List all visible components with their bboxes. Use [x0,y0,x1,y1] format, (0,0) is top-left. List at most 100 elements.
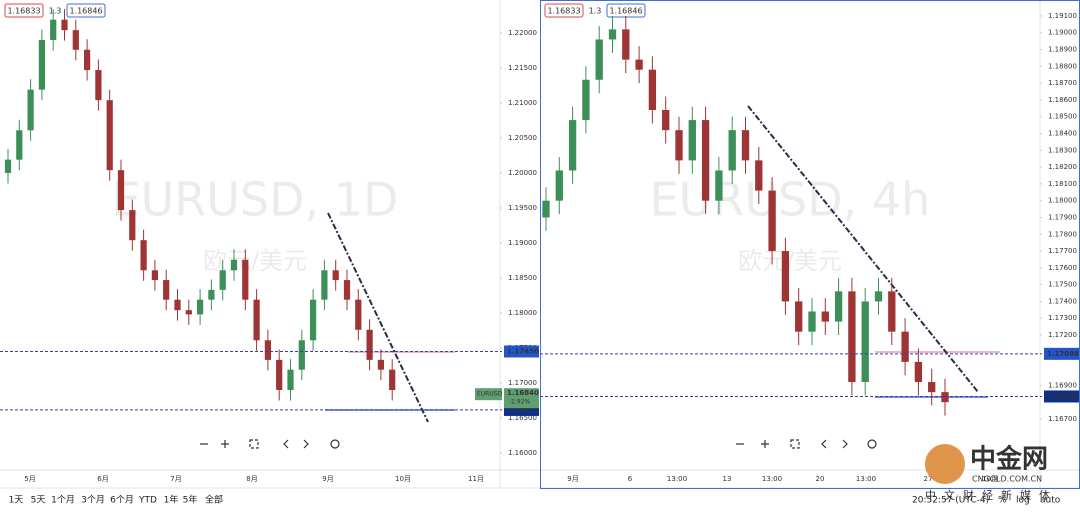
candle-body [768,190,776,252]
candle-body [874,291,883,302]
candle-body [27,89,34,131]
candle-body [276,359,283,390]
candle-body [321,270,328,300]
nav-buttons[interactable] [200,439,877,449]
candle-body [309,299,317,341]
candle-body [72,30,79,50]
clock: 20:52:57 (UTC-4) [912,496,989,506]
candle-body [888,291,896,332]
y-tick-label: 1.22000 [508,29,537,37]
candle-body [230,259,238,271]
scale-button[interactable]: log [1016,496,1030,506]
y-tick-label: 1.18500 [1048,113,1077,121]
last-price-label: 1.16840 [507,389,539,397]
x-tick-label: 11月 [468,475,484,483]
scale-button[interactable]: % [998,496,1007,506]
candle-body [61,19,68,31]
y-tick-label: 1.17300 [1048,314,1077,322]
range-button[interactable]: 5年 [183,494,198,506]
candle-body [117,170,125,211]
candle-body [662,109,670,131]
candle-body [163,280,170,300]
candle-body [219,270,226,290]
range-button[interactable]: 1年 [164,494,179,506]
y-tick-label: 1.19000 [508,239,537,247]
y-tick-label: 1.19500 [508,204,537,212]
candle-body [648,69,657,110]
legend-value: 1.16833 [547,7,580,16]
candle-body [83,49,91,71]
y-tick-label: 1.21500 [508,64,537,72]
candle-body [808,311,816,332]
candle-body [622,29,630,60]
candle-body [941,392,949,403]
y-tick-label: 1.18600 [1048,96,1077,104]
y-tick-label: 1.18100 [1048,180,1077,188]
candle-body [582,79,590,121]
candle-body [242,259,249,300]
candle-body [343,280,351,300]
candle-body [208,289,215,300]
change-label: -2.92% [509,399,531,406]
price-tag-label: 1.16615 [507,406,539,414]
candle-body [185,310,192,315]
candle-body [728,130,736,171]
range-button[interactable]: YTD [138,496,157,506]
logo-name: 中金网 [970,444,1048,475]
logo-domain: CNGOLD.COM.CN [972,475,1042,484]
y-tick-label: 1.18000 [1048,197,1077,205]
range-button[interactable]: 5天 [31,496,46,506]
y-tick-label: 1.19100 [1048,12,1077,20]
candle-body [848,291,856,383]
x-tick-label: 10月 [395,475,411,483]
candle-body [106,100,113,171]
candle-body [174,299,181,311]
candle-body [821,311,829,322]
x-tick-label: 13:00 [762,475,782,483]
range-button[interactable]: 全部 [205,494,223,506]
range-button[interactable]: 1个月 [51,495,75,506]
candle-body [95,70,102,101]
candle-body [366,329,373,360]
x-tick-label: 13:00 [667,475,687,483]
candle-body [781,251,790,302]
x-tick-label: 9月 [567,475,578,483]
y-tick-label: 1.16500 [508,414,537,422]
price-tag [1044,390,1079,403]
candle-body [377,359,385,370]
candle-body [608,29,617,40]
range-button[interactable]: 3个月 [81,495,105,506]
candle-body [701,120,710,201]
price-tag-label: 1.16834 [1047,392,1079,400]
y-tick-label: 1.18900 [1048,46,1077,54]
x-tick-label: 7月 [170,475,181,483]
logo-mark [925,444,965,484]
x-tick-label: 8月 [246,475,257,483]
x-tick-label: 13:00 [856,475,876,483]
candle-body [4,159,12,173]
watermark-symbol: EURUSD, 4h [650,173,931,227]
price-tag [504,345,539,358]
symbol-tag [475,388,502,401]
y-tick-label: 1.19000 [1048,29,1077,37]
candle-body [389,369,396,390]
logo-tagline: 中文财经新媒体 [925,488,1058,502]
watermark-name: 欧元/美元 [203,247,307,275]
trend-line [327,212,429,423]
candle-body [151,270,159,281]
y-tick-label: 1.20000 [508,169,537,177]
y-tick-label: 1.20500 [508,134,537,142]
x-tick-label: 20 [816,475,825,483]
legend-badge [66,3,106,18]
scale-button[interactable]: auto [1040,496,1061,506]
range-button[interactable]: 1天 [9,496,24,506]
candle-body [287,369,294,390]
y-tick-label: 1.17900 [1048,213,1077,221]
range-button[interactable]: 6个月 [110,495,134,506]
y-tick-label: 1.17600 [1048,264,1077,272]
candle-body [741,130,750,161]
x-tick-label: 6 [628,475,633,483]
y-tick-label: 1.18000 [508,309,537,317]
candle-body [264,340,272,360]
y-tick-label: 1.17800 [1048,230,1077,238]
